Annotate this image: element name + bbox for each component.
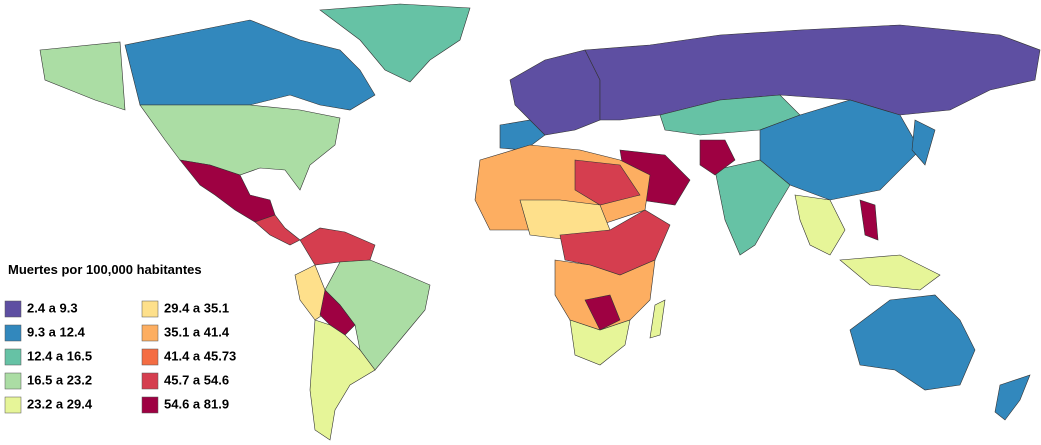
region: [569, 319, 631, 366]
region: [309, 319, 376, 441]
region: [499, 119, 546, 151]
legend-swatch: [141, 348, 159, 366]
region: [849, 294, 976, 391]
legend-swatch: [4, 324, 22, 342]
region: [319, 3, 471, 83]
legend-label: 9.3 a 12.4: [27, 324, 86, 339]
region: [39, 41, 126, 111]
region: [124, 19, 376, 111]
region: [699, 139, 736, 176]
legend-swatch: [4, 372, 22, 390]
region: [794, 194, 846, 256]
legend-label: 54.6 a 81.9: [164, 396, 229, 411]
legend-label: 2.4 a 9.3: [27, 300, 78, 315]
region: [254, 214, 301, 246]
region: [509, 49, 601, 136]
legend-swatch: [4, 300, 22, 318]
legend-label: 29.4 a 35.1: [164, 300, 229, 315]
legend-swatch: [141, 372, 159, 390]
legend-swatch: [4, 396, 22, 414]
legend-label: 23.2 a 29.4: [27, 396, 93, 411]
legend-title: Muertes por 100,000 habitantes: [8, 262, 202, 277]
region: [574, 159, 641, 206]
legend-label: 41.4 a 45.73: [164, 348, 236, 363]
region: [911, 119, 936, 166]
world-map: [39, 3, 1041, 441]
legend-label: 45.7 a 54.6: [164, 372, 229, 387]
region: [714, 159, 791, 256]
region: [859, 199, 879, 241]
region: [299, 227, 376, 266]
legend-label: 35.1 a 41.4: [164, 324, 230, 339]
region: [839, 254, 941, 291]
legend-label: 12.4 a 16.5: [27, 348, 92, 363]
legend-swatch: [4, 348, 22, 366]
legend-swatch: [141, 396, 159, 414]
region: [649, 299, 666, 339]
legend-swatch: [141, 324, 159, 342]
legend-label: 16.5 a 23.2: [27, 372, 92, 387]
region: [584, 294, 621, 331]
legend-swatch: [141, 300, 159, 318]
region: [584, 24, 1041, 121]
region: [554, 259, 656, 331]
region: [994, 374, 1031, 421]
legend: 2.4 a 9.3 9.3 a 12.4 12.4 a 16.5 16.5 a 23.…: [4, 300, 236, 414]
